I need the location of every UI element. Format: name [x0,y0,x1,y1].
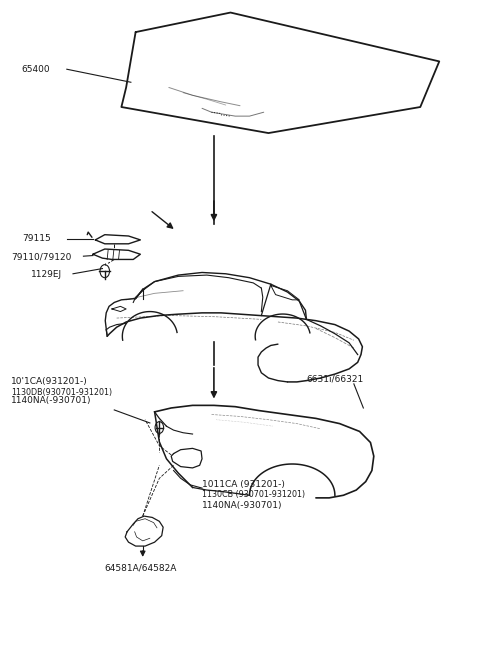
Text: 10'1CA(931201-): 10'1CA(931201-) [12,377,88,386]
Text: 64581A/64582A: 64581A/64582A [105,564,177,573]
Text: 79110/79120: 79110/79120 [12,252,72,261]
Text: 1011CA (931201-): 1011CA (931201-) [202,480,285,489]
Text: 1140NA(-930701): 1140NA(-930701) [12,396,92,405]
Text: 1140NA(-930701): 1140NA(-930701) [202,501,283,510]
Text: 65400: 65400 [22,65,50,74]
Text: 6631i/66321: 6631i/66321 [306,375,364,384]
Text: 1130DB(930701-931201): 1130DB(930701-931201) [12,388,112,397]
Text: 79115: 79115 [22,234,50,243]
Text: 1130CB (930701-931201): 1130CB (930701-931201) [202,490,305,499]
Text: 1129EJ: 1129EJ [31,270,62,279]
